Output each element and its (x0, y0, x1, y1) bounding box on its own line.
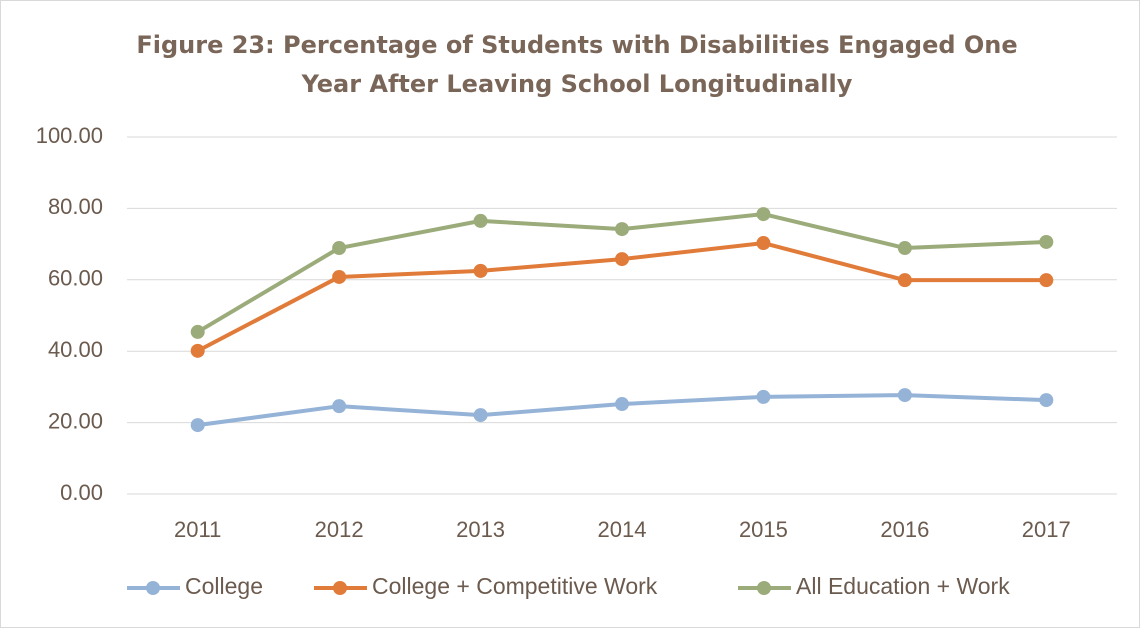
y-tick-label: 100.00 (36, 123, 103, 148)
x-tick-label: 2017 (1022, 517, 1071, 542)
data-point (190, 418, 205, 433)
chart-title: Year After Leaving School Longitudinally (301, 70, 853, 98)
legend-marker (146, 581, 160, 595)
y-tick-label: 60.00 (48, 266, 103, 291)
legend-label: College (185, 573, 263, 599)
data-point (756, 207, 771, 222)
y-tick-label: 80.00 (48, 194, 103, 219)
chart-title: Figure 23: Percentage of Students with D… (136, 31, 1017, 59)
data-point (756, 236, 771, 251)
x-tick-label: 2014 (598, 517, 647, 542)
x-tick-label: 2012 (315, 517, 364, 542)
data-point (473, 263, 488, 278)
data-point (615, 222, 629, 237)
legend-label: College + Competitive Work (372, 573, 658, 599)
y-tick-label: 0.00 (60, 480, 103, 505)
x-tick-label: 2016 (880, 517, 929, 542)
x-tick-label: 2011 (174, 517, 221, 542)
x-tick-label: 2015 (739, 517, 788, 542)
data-point (190, 343, 205, 358)
x-tick-label: 2013 (456, 517, 505, 542)
data-point (1039, 234, 1054, 249)
data-point (1039, 393, 1054, 408)
data-point (615, 252, 629, 267)
data-point (615, 397, 629, 412)
legend-marker (757, 581, 771, 595)
data-point (897, 241, 912, 256)
data-point (756, 389, 771, 404)
data-point (897, 388, 912, 403)
data-point (332, 399, 347, 414)
data-point (897, 273, 912, 288)
data-point (332, 269, 347, 284)
y-tick-label: 40.00 (48, 337, 103, 362)
data-point (332, 241, 347, 256)
legend-marker (333, 581, 347, 595)
data-point (1039, 273, 1054, 288)
data-point (190, 324, 205, 339)
data-point (473, 408, 488, 423)
legend-label: All Education + Work (796, 573, 1010, 599)
data-point (473, 213, 488, 228)
y-tick-label: 20.00 (48, 408, 103, 433)
